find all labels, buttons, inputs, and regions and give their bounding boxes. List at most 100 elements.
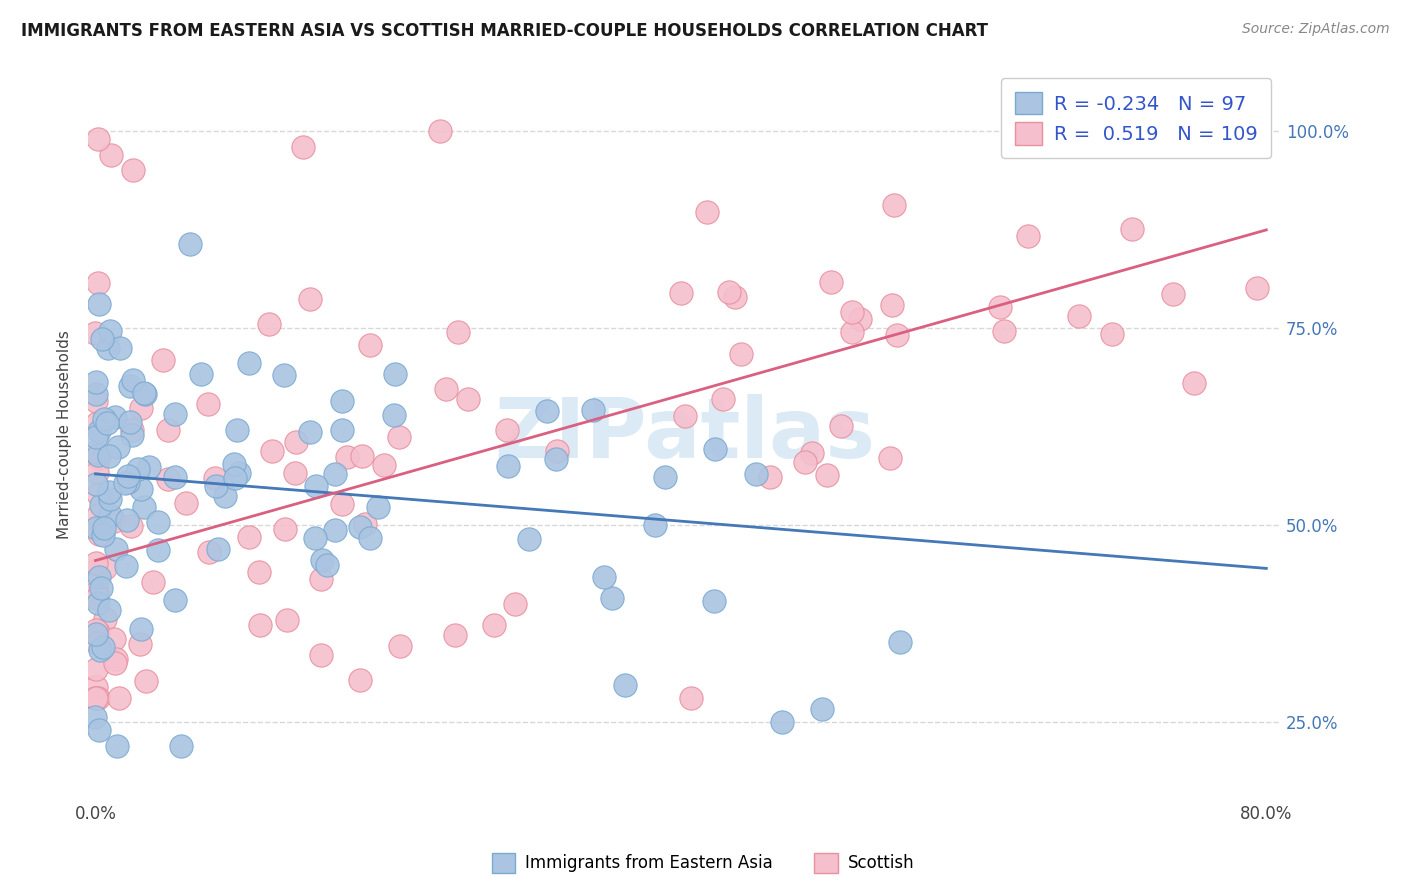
Point [86,520,108,534]
Point [257,317,280,331]
Point [90,498,112,512]
Point [841,325,863,339]
Point [1067,309,1090,323]
Point [519,533,541,547]
Point [84,564,107,578]
Point [830,419,852,434]
Point [820,275,842,289]
Point [316,558,339,572]
Point [127,462,149,476]
Point [330,423,353,437]
Point [98,603,121,617]
Point [163,408,186,422]
Point [91,332,114,346]
Point [350,450,373,464]
Point [97,341,120,355]
Point [546,444,568,458]
Point [359,337,381,351]
Point [679,691,702,706]
Point [503,597,526,611]
Point [142,575,165,590]
Point [359,531,381,545]
Point [644,517,666,532]
Point [87,508,110,522]
Point [770,714,793,729]
Point [97,449,120,463]
Point [673,409,696,424]
Point [117,513,139,527]
Point [228,466,250,480]
Point [274,522,297,536]
Point [434,382,457,396]
Point [169,739,191,753]
Point [389,639,412,653]
Point [87,276,110,290]
Point [197,397,219,411]
Point [129,482,152,496]
Point [114,476,136,491]
Point [724,290,747,304]
Point [87,448,110,462]
Point [600,591,623,606]
Point [384,367,406,381]
Point [1101,326,1123,341]
Point [84,663,107,677]
Point [104,409,127,424]
Point [84,556,107,570]
Point [87,487,110,501]
Point [84,709,107,723]
Point [93,520,115,534]
Point [135,673,157,688]
Point [1017,228,1039,243]
Point [330,497,353,511]
Point [86,416,108,430]
Point [993,324,1015,338]
Point [349,520,371,534]
Point [91,527,114,541]
Point [1121,222,1143,236]
Point [93,612,115,626]
Point [291,140,314,154]
Point [309,648,332,663]
Point [429,124,451,138]
Point [86,585,108,599]
Point [284,434,307,449]
Point [84,690,107,705]
Point [104,541,127,556]
Point [204,471,226,485]
Point [249,617,271,632]
Point [134,386,156,401]
Point [730,347,752,361]
Point [87,691,110,706]
Point [86,636,108,650]
Point [97,485,120,500]
Point [703,594,725,608]
Point [496,423,519,437]
Point [197,545,219,559]
Point [373,458,395,473]
Point [889,635,911,649]
Point [84,691,107,706]
Point [156,423,179,437]
Point [146,543,169,558]
Point [107,440,129,454]
Point [592,570,614,584]
Point [759,470,782,484]
Text: Source: ZipAtlas.com: Source: ZipAtlas.com [1241,22,1389,37]
Point [190,367,212,381]
Point [89,424,111,438]
Point [89,643,111,657]
Point [131,401,153,415]
Point [886,328,908,343]
Point [482,617,505,632]
Point [841,305,863,319]
Point [98,324,121,338]
Point [174,496,197,510]
Point [87,723,110,737]
Point [84,326,107,340]
Point [546,452,568,467]
Point [703,442,725,456]
Point [122,373,145,387]
Point [117,475,139,489]
Point [87,527,110,541]
